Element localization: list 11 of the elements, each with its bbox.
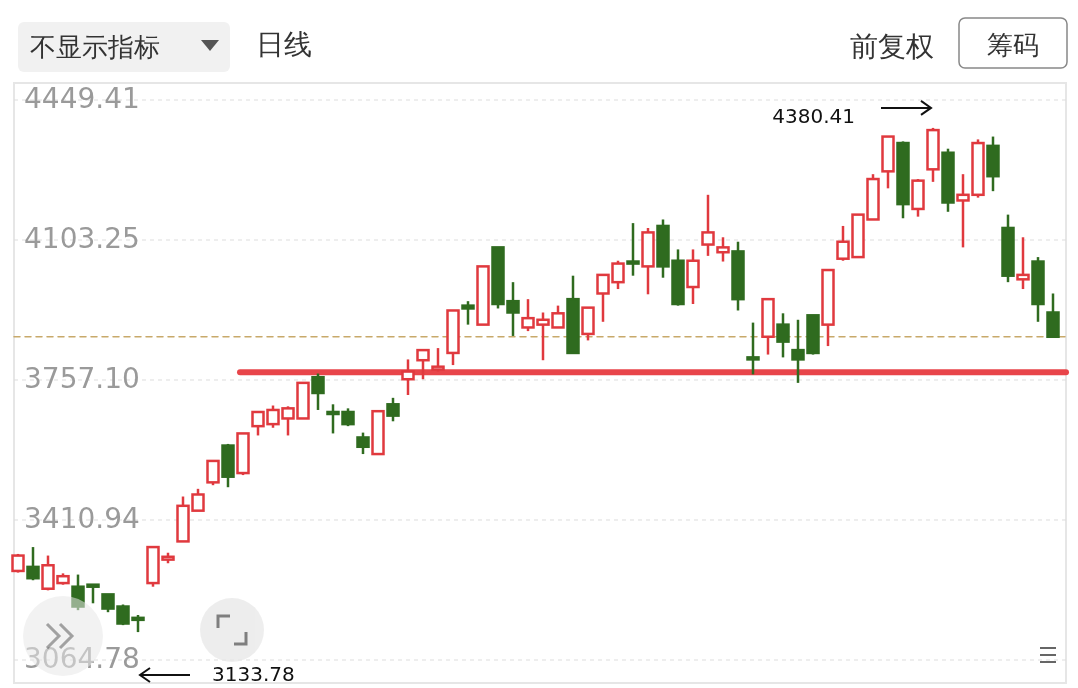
y-tick-label: 4449.41 — [24, 82, 140, 115]
annotation: 4380.41 — [772, 104, 855, 129]
y-tick-label: 3757.10 — [24, 362, 140, 395]
y-tick-label: 4103.25 — [24, 222, 140, 255]
text: 不显示指标 — [30, 31, 160, 62]
y-tick-label: 3064.78 — [24, 642, 140, 675]
text: 筹码 — [987, 29, 1039, 60]
text: 3133.78 — [212, 661, 295, 686]
text: 前复权 — [850, 30, 934, 63]
y-tick-label: 3410.94 — [24, 502, 140, 535]
text: 日线 — [256, 28, 312, 61]
